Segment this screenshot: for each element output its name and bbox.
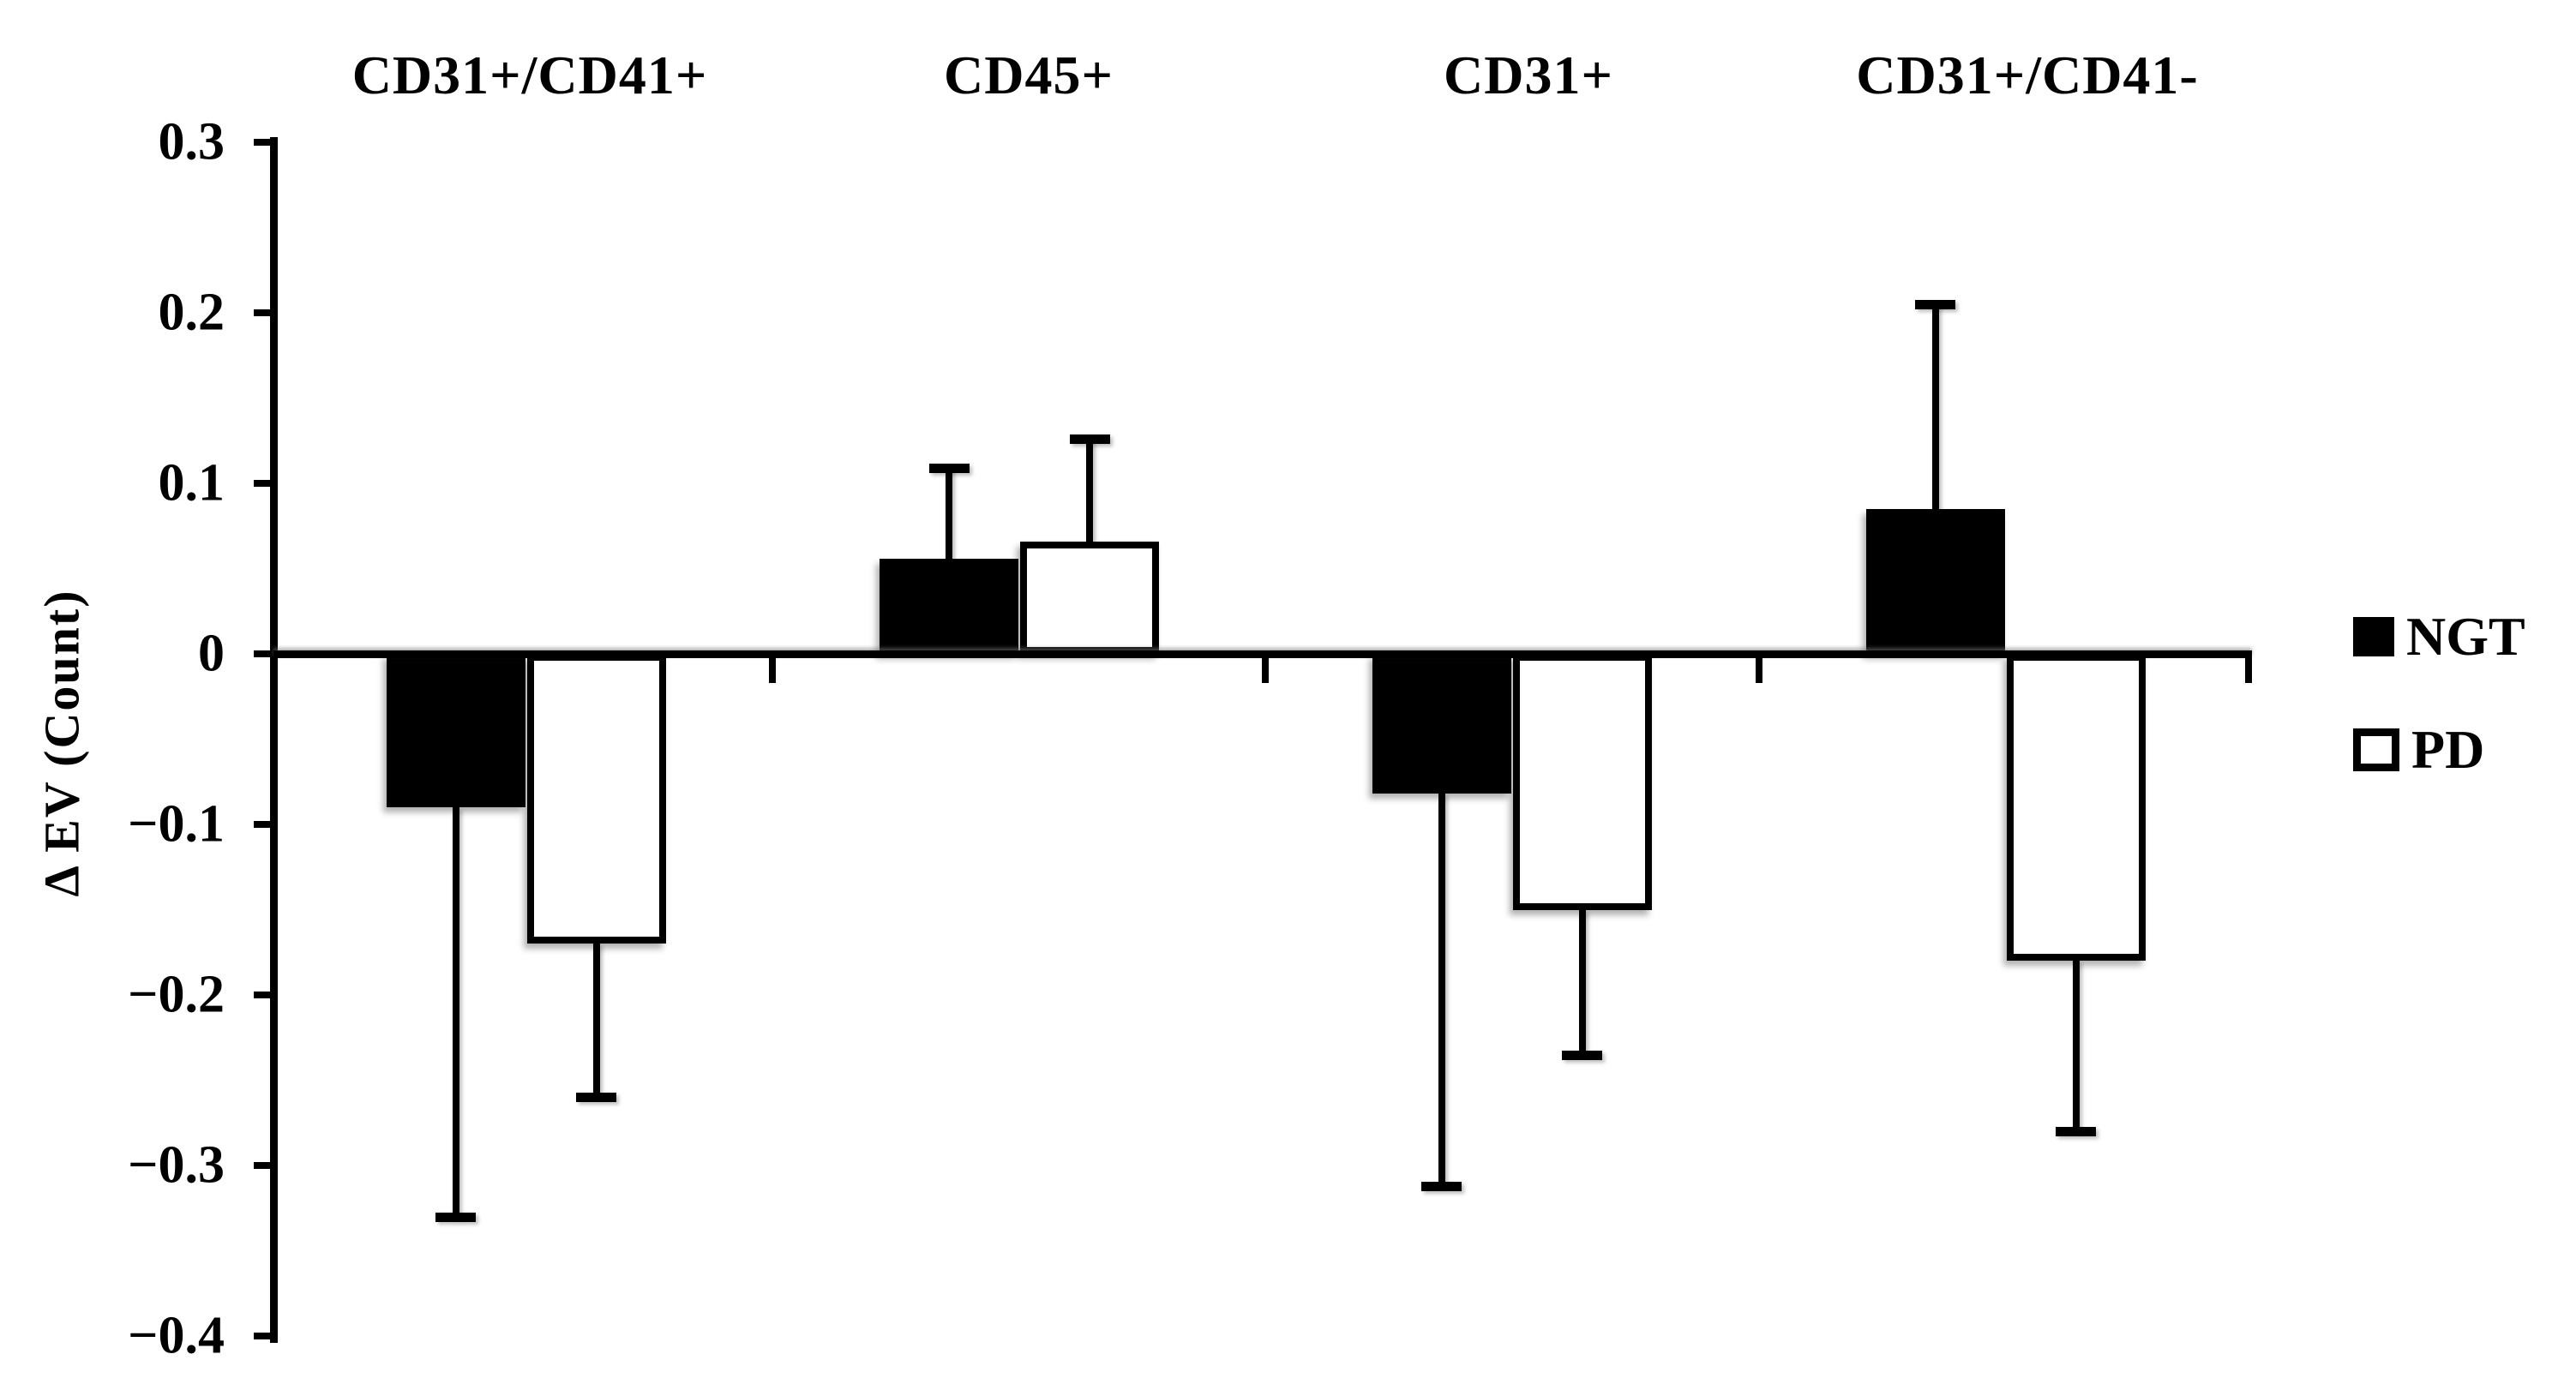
error-bar-cap-pd-cd45	[1069, 434, 1110, 445]
y-tick-label: −0.2	[128, 965, 225, 1024]
y-tick-label: 0.3	[158, 112, 225, 171]
bar-ngt-cd45	[880, 558, 1018, 654]
hollow-white-square-icon	[2353, 728, 2399, 771]
error-bar-pd-cd31cd41	[592, 944, 600, 1098]
category-label-cd31cd41: CD31+/CD41-	[1856, 45, 2199, 105]
error-bar-cap-ngt-cd31cd41	[1915, 300, 1955, 310]
bar-ngt-cd31	[1372, 654, 1511, 794]
error-bar-cap-pd-cd31	[1562, 1050, 1602, 1060]
error-bar-ngt-cd45	[946, 468, 952, 559]
y-tick	[254, 1333, 273, 1339]
y-tick-label: −0.4	[128, 1306, 225, 1365]
x-tick	[769, 657, 777, 683]
y-tick	[254, 1162, 273, 1169]
legend-entry-ngt: NGT	[2353, 608, 2525, 665]
error-bar-pd-cd31	[1578, 909, 1586, 1055]
error-bar-cap-ngt-cd45	[928, 464, 970, 474]
bar-pd-cd31cd41	[526, 654, 666, 944]
error-bar-ngt-cd31	[1438, 794, 1445, 1186]
legend-label-ngt: NGT	[2406, 606, 2525, 667]
error-bar-cap-pd-cd31cd41	[576, 1093, 616, 1103]
error-bar-cap-ngt-cd31cd41	[435, 1212, 476, 1222]
x-tick	[1755, 657, 1762, 683]
legend-label-pd: PD	[2411, 719, 2485, 780]
category-label-cd31cd41: CD31+/CD41+	[351, 45, 708, 105]
bar-pd-cd31	[1512, 654, 1652, 910]
bar-ngt-cd31cd41	[386, 654, 525, 808]
error-bar-pd-cd45	[1086, 439, 1093, 542]
bar-ngt-cd31cd41	[1865, 508, 2005, 654]
error-bar-ngt-cd31cd41	[1931, 304, 1939, 509]
y-tick-label: −0.1	[128, 794, 225, 854]
error-bar-ngt-cd31cd41	[452, 807, 459, 1217]
y-tick-label: 0.1	[158, 453, 225, 512]
bar-pd-cd31cd41	[2006, 654, 2146, 962]
y-tick-label: 0	[198, 624, 225, 683]
category-label-cd45: CD45+	[944, 45, 1114, 105]
y-tick-label: −0.3	[128, 1135, 225, 1195]
error-bar-pd-cd31cd41	[2072, 961, 2080, 1132]
x-axis-end-tick	[2245, 657, 2252, 683]
error-bar-cap-ngt-cd31	[1421, 1181, 1462, 1191]
bar-pd-cd45	[1020, 541, 1159, 654]
error-bar-cap-pd-cd31cd41	[2056, 1127, 2096, 1137]
y-tick	[254, 821, 273, 828]
y-tick-label: 0.2	[158, 283, 225, 342]
y-axis-line	[270, 137, 278, 1343]
x-axis-line	[273, 650, 2252, 658]
y-tick	[254, 650, 273, 657]
category-label-cd31: CD31+	[1444, 45, 1613, 105]
y-tick	[254, 309, 273, 316]
y-tick	[254, 139, 273, 146]
x-tick	[1262, 657, 1270, 683]
legend-entry-pd: PD	[2353, 722, 2525, 778]
y-tick	[254, 992, 273, 998]
filled-black-square-icon	[2353, 617, 2394, 656]
y-tick	[254, 480, 273, 487]
legend: NGT PD	[2353, 608, 2525, 778]
